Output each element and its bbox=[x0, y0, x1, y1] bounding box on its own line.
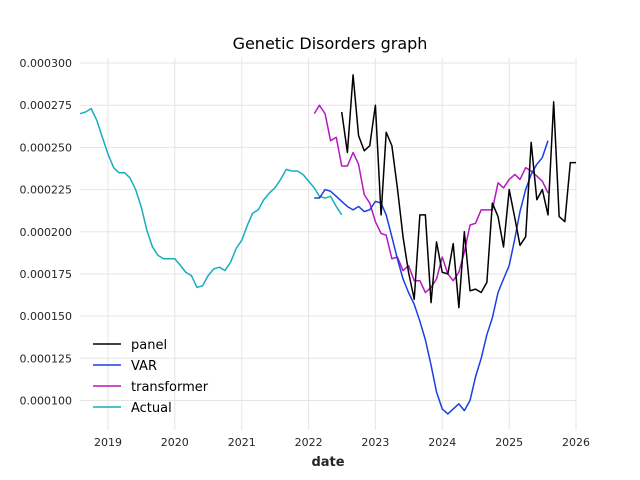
series-line-actual bbox=[79, 107, 343, 289]
legend: panel VAR transformer Actual bbox=[93, 338, 209, 416]
legend-label: Actual bbox=[131, 401, 172, 416]
legend-label: panel bbox=[131, 338, 167, 353]
grid bbox=[80, 58, 577, 430]
x-tick-label: 2024 bbox=[428, 436, 456, 449]
y-axis: 0.000100 0.000125 0.000150 0.000175 0.000200… bbox=[20, 57, 73, 407]
x-tick-label: 2022 bbox=[295, 436, 323, 449]
series-group bbox=[79, 74, 576, 415]
x-tick-label: 2019 bbox=[94, 436, 122, 449]
legend-label: VAR bbox=[131, 359, 157, 374]
series-line-transformer bbox=[313, 104, 549, 294]
x-tick-label: 2020 bbox=[161, 436, 189, 449]
y-tick-label: 0.000300 bbox=[20, 57, 73, 70]
x-tick-label: 2026 bbox=[562, 436, 590, 449]
y-tick-label: 0.000225 bbox=[20, 184, 73, 197]
series-line-var bbox=[314, 140, 549, 415]
x-tick-label: 2025 bbox=[495, 436, 523, 449]
series-line-panel bbox=[340, 74, 576, 309]
x-tick-label: 2023 bbox=[361, 436, 389, 449]
y-tick-label: 0.000275 bbox=[20, 99, 73, 112]
x-tick-label: 2021 bbox=[228, 436, 256, 449]
y-tick-label: 0.000150 bbox=[20, 310, 73, 323]
y-tick-label: 0.000125 bbox=[20, 352, 73, 365]
x-axis: 2019 2020 2021 2022 2023 2024 2025 2026 bbox=[94, 436, 590, 449]
chart-title: Genetic Disorders graph bbox=[233, 34, 428, 53]
y-tick-label: 0.000175 bbox=[20, 268, 73, 281]
x-axis-label: date bbox=[311, 455, 344, 470]
y-tick-label: 0.000100 bbox=[20, 394, 73, 407]
y-tick-label: 0.000250 bbox=[20, 141, 73, 154]
y-tick-label: 0.000200 bbox=[20, 226, 73, 239]
legend-label: transformer bbox=[131, 380, 209, 395]
